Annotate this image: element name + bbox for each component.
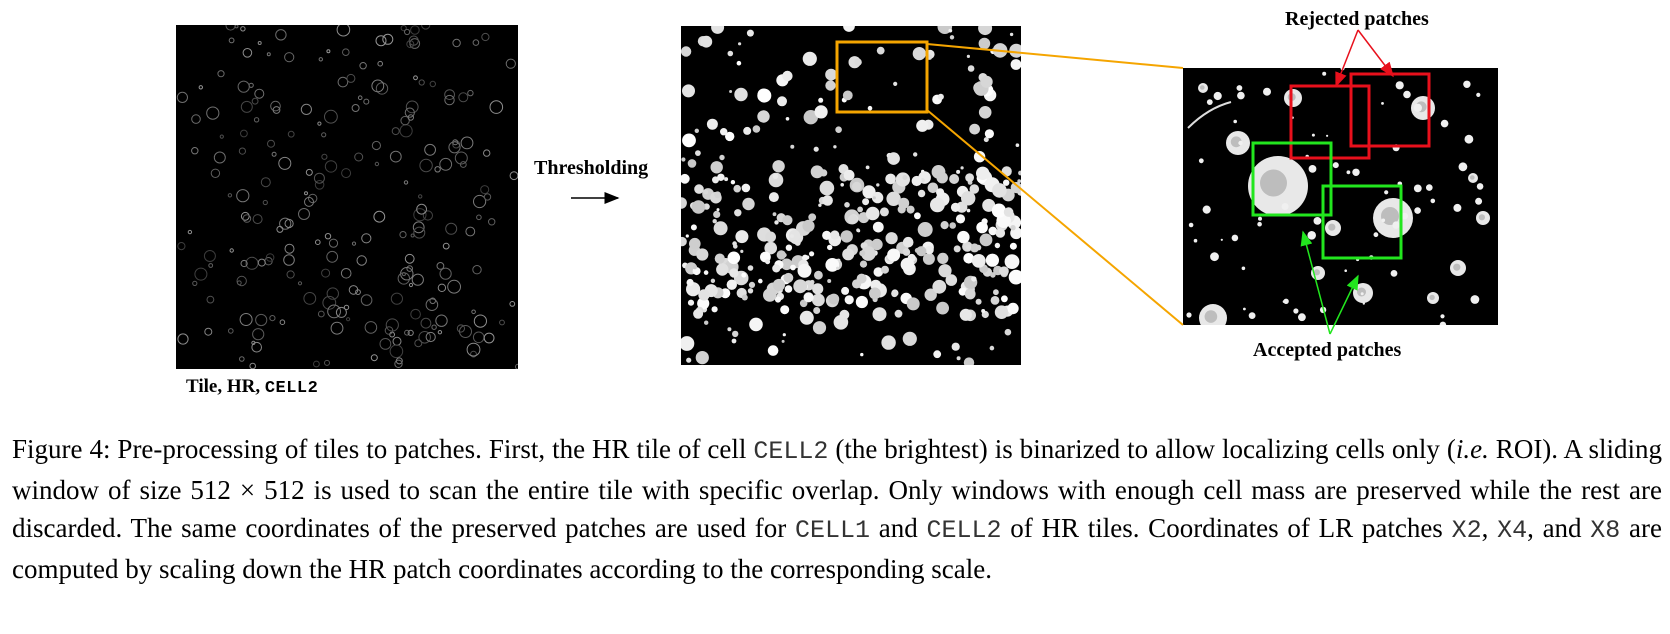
hr-tile-image [176, 25, 518, 369]
caption-and-1: and [870, 513, 927, 543]
caption-x4: X4 [1497, 516, 1528, 545]
figure: Tile, HR, CELL2 Thresholding Rejected pa… [176, 8, 1498, 398]
caption-cell1: CELL1 [795, 516, 871, 545]
caption-ie: i.e. [1455, 434, 1489, 464]
caption-text-1: Pre-processing of tiles to patches. Firs… [117, 434, 754, 464]
accepted-patch-box [1321, 184, 1403, 260]
hr-word: HR [226, 376, 256, 397]
sep-1: , [217, 376, 227, 397]
caption-prefix: Figure 4: [12, 434, 118, 464]
caption-text-2: (the brightest) is binarized to allow lo… [828, 434, 1456, 464]
caption-text-5: are computed by scaling down the HR patc… [12, 513, 1662, 584]
binarized-tile-image [681, 26, 1021, 365]
caption-comma: , [1481, 513, 1498, 543]
zoomed-patch-image [1183, 68, 1498, 325]
figure-caption: Figure 4: Pre-processing of tiles to pat… [12, 430, 1662, 588]
cell-word: CELL2 [264, 379, 319, 398]
caption-cell2-b: CELL2 [926, 516, 1002, 545]
tile-word: Tile [186, 376, 218, 397]
accepted-patch-box [1251, 141, 1333, 217]
sep-2: , [255, 376, 265, 397]
caption-cell2: CELL2 [753, 437, 829, 466]
accepted-patches-label: Accepted patches [1253, 339, 1402, 361]
rejected-patches-label: Rejected patches [1285, 8, 1429, 30]
caption-x8: X8 [1590, 516, 1621, 545]
caption-text-3: ROI). A sliding window of size 512 × 512… [12, 434, 1662, 543]
thresholding-label: Thresholding [534, 157, 649, 179]
caption-text-4: of HR tiles. Coordinates of LR patches [1001, 513, 1452, 543]
caption-and-2: , and [1527, 513, 1591, 543]
tile-caption: Tile, HR, CELL2 [186, 376, 318, 398]
caption-x2: X2 [1451, 516, 1482, 545]
